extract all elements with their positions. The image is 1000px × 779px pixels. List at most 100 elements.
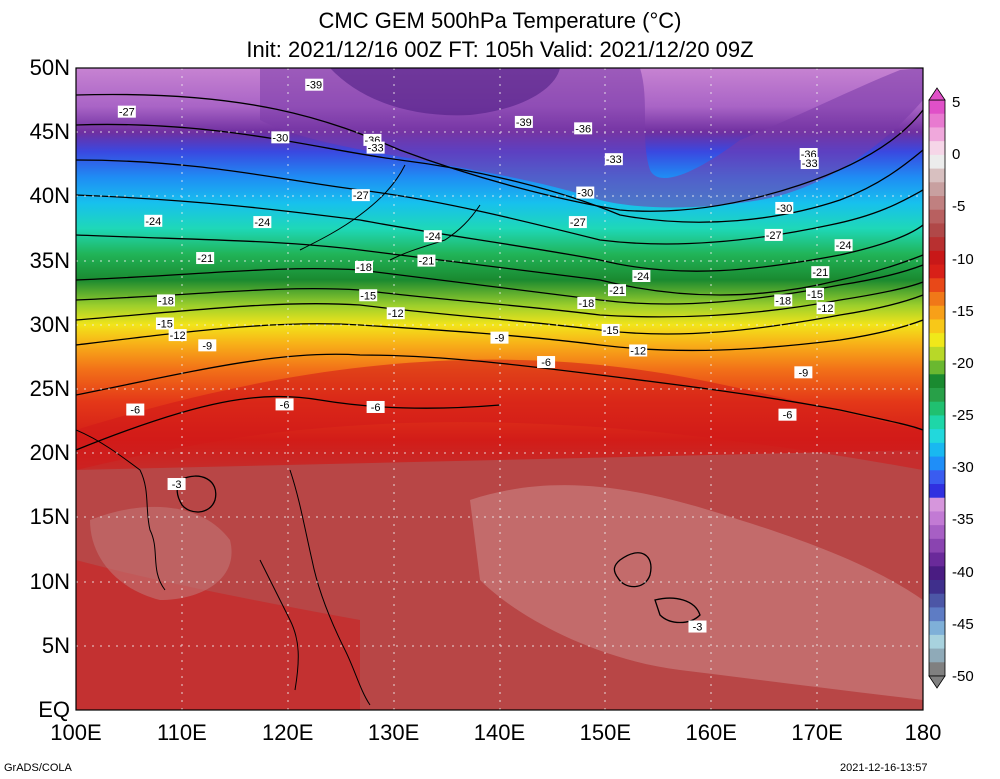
colorbar-swatch: [929, 442, 945, 458]
contour-label: -30: [576, 186, 595, 200]
contour-label-box: [629, 344, 648, 357]
longitude-label: 180: [904, 720, 942, 745]
contour-label-text: -15: [360, 290, 376, 302]
longitude-label: 130E: [367, 720, 420, 745]
colorbar-tick-label: -20: [952, 354, 974, 372]
contour-label-box: [568, 216, 587, 229]
colorbar-swatch: [929, 662, 945, 677]
contour-label-layer: -39-39-27-30 -36-33-36-33 -36-33-27 -30-30-…: [117, 78, 853, 634]
temperature-colorbar: [928, 99, 946, 677]
contour-label: -39: [514, 115, 533, 129]
colorbar-tick-label: -30: [952, 459, 974, 477]
contour-label: -15: [601, 323, 620, 337]
contour-label: -24: [144, 214, 163, 228]
contour-label-text: -15: [603, 325, 619, 337]
contour-label: -9: [198, 339, 217, 352]
colorbar-swatch: [929, 319, 945, 334]
contour-label-text: -18: [578, 298, 594, 310]
colorbar-swatch: [929, 154, 945, 170]
longitude-label: 140E: [473, 720, 526, 745]
contour-label-box: [537, 356, 556, 369]
contour-label-text: -6: [783, 410, 793, 422]
contour-label-box: [834, 239, 853, 252]
longitude-label: 160E: [685, 720, 737, 745]
colorbar-swatch: [929, 346, 945, 362]
contour-label-box: [253, 216, 272, 229]
latitude-label: 35N: [29, 247, 70, 273]
colorbar-tick-label: -50: [952, 668, 974, 685]
colorbar-swatch: [929, 237, 945, 252]
contour-label-text: -18: [356, 262, 372, 274]
contour-label: -24: [253, 216, 272, 229]
contour-label-text: -18: [775, 295, 791, 307]
contour-label: -27: [764, 228, 783, 242]
contour-label-text: -21: [418, 256, 434, 268]
contour-label-text: -30: [776, 203, 792, 215]
colorbar-tick-label: 0: [952, 146, 961, 164]
contour-label-text: -33: [802, 158, 818, 170]
contour-label: -21: [811, 266, 830, 279]
contour-label-text: -27: [570, 217, 586, 229]
contour-label-box: [423, 230, 442, 243]
contour-label: -6: [537, 356, 556, 369]
contour-label: -21: [417, 254, 436, 268]
colorbar-swatch: [929, 127, 945, 142]
contour-label: -27: [351, 189, 370, 202]
chart-subtitle: Init: 2021/12/16 00Z FT: 105h Valid: 202…: [246, 37, 754, 62]
contour-label: -18: [774, 294, 793, 307]
contour-label-box: [351, 189, 370, 202]
colorbar-top-arrow: [928, 87, 946, 101]
contour-label-text: -18: [158, 295, 174, 307]
contour-label: -24: [834, 239, 853, 252]
western-red-tongue: [76, 560, 360, 710]
contour-label-box: [774, 294, 793, 307]
warm-red-belt: [76, 359, 923, 470]
contour-label-text: -33: [606, 154, 622, 166]
colorbar-tick-label: -35: [952, 511, 974, 529]
colorbar-swatch: [929, 511, 945, 526]
colorbar-swatch: [929, 278, 945, 293]
contour-label: -39: [305, 78, 324, 92]
pale-patch-west: [90, 506, 232, 600]
colorbar-tick-label: -10: [952, 250, 974, 268]
contour-label-box: [275, 398, 294, 411]
contour-label-box: [354, 261, 373, 274]
colorbar-swatch: [929, 168, 945, 183]
contour-label-box: [574, 122, 593, 135]
contour-label-text: -21: [609, 285, 625, 297]
colorbar-swatch: [929, 388, 945, 403]
contour-label: -33: [800, 157, 819, 170]
contour-label: -9: [490, 331, 509, 345]
contour-label-text: -3: [172, 479, 182, 491]
latitude-label: EQ: [38, 697, 70, 722]
contour-label-box: [811, 266, 830, 279]
contour-label: -36: [574, 122, 593, 135]
deep-cold-core: [330, 68, 560, 116]
contour-label-box: [490, 331, 509, 344]
contour-label-text: -9: [798, 367, 808, 379]
contour-label-box: [198, 339, 217, 352]
contour-label-box: [775, 201, 794, 214]
contour-label: -27: [117, 105, 136, 119]
contour-label-text: -27: [353, 190, 369, 202]
contour-label-text: -24: [145, 216, 161, 228]
pale-patch-central: [470, 485, 923, 700]
contour-label-box: [155, 317, 174, 330]
contour-label-text: -6: [371, 402, 381, 414]
contour-label: -30: [271, 131, 290, 144]
contour-label-text: -30: [577, 188, 593, 200]
colorbar-swatch: [929, 580, 945, 595]
contour-label-box: [117, 105, 136, 118]
contour-label: -12: [629, 344, 648, 357]
contour-label-text: -39: [306, 80, 322, 92]
colorbar-tick-label: -25: [952, 407, 974, 425]
longitude-label: 170E: [791, 720, 843, 745]
colorbar-swatch: [929, 538, 945, 554]
contour-label-box: [514, 115, 533, 128]
contour-label-box: [794, 366, 813, 379]
colorbar-swatch: [929, 401, 945, 416]
contour-label-box: [764, 228, 783, 241]
colorbar-swatch: [929, 374, 945, 389]
contour-label-text: -6: [130, 405, 140, 417]
